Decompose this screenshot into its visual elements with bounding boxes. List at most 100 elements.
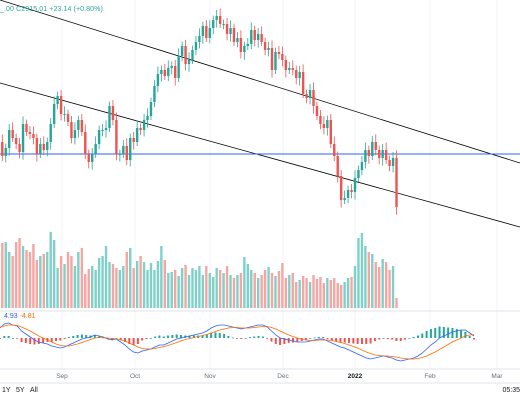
macd-histogram-bar [16, 338, 19, 339]
candle-body [319, 116, 322, 124]
candle-body [312, 90, 315, 106]
macd-histogram-bar [356, 338, 359, 344]
volume-bar [11, 256, 14, 308]
candle-body [295, 70, 298, 78]
volume-bar [156, 261, 160, 308]
volume-bar [115, 268, 118, 308]
x-tick-mar: Mar [491, 373, 503, 380]
candle-body [132, 138, 135, 142]
macd-histogram-bar [270, 338, 273, 342]
candle-body [198, 36, 201, 42]
volume-bar [42, 254, 45, 308]
candle-body [350, 190, 353, 192]
candle-body [343, 198, 346, 200]
macd-histogram-bar [7, 336, 10, 338]
volume-bar [319, 277, 322, 308]
volume-bar [298, 280, 301, 308]
candle-body [173, 66, 177, 78]
volume-bar [111, 264, 115, 308]
signal-value: -4.81 [19, 313, 36, 320]
volume-bar [170, 272, 173, 308]
candle-body [4, 148, 7, 156]
macd-histogram-bar [210, 333, 213, 338]
volume-bar [350, 277, 353, 308]
candle-body [18, 144, 21, 152]
volume-bar [388, 270, 391, 308]
candle-body [322, 124, 326, 128]
volume-bar [301, 276, 305, 308]
volume-bar [357, 238, 360, 308]
volume-bar [94, 270, 97, 308]
volume-bar [59, 256, 63, 308]
macd-histogram-bar [80, 334, 83, 338]
volume-bar [381, 259, 384, 308]
x-tick-nov: Nov [204, 373, 216, 380]
candle-body [42, 144, 45, 150]
volume-bar [308, 282, 312, 308]
macd-histogram-bar [63, 338, 66, 339]
candle-body [46, 142, 49, 150]
macd-histogram-bar [352, 338, 355, 344]
candle-body [243, 46, 246, 52]
macd-histogram-bar [412, 337, 415, 338]
signal-line [0, 324, 475, 360]
candle-body [367, 150, 371, 156]
volume-bar [295, 282, 298, 308]
volume-bar [198, 266, 201, 308]
volume-bar [225, 266, 229, 308]
macd-histogram-bar [154, 336, 157, 338]
volume-bar [87, 269, 90, 308]
candle-body [80, 120, 84, 132]
volume-bar [256, 278, 260, 308]
candle-body [346, 190, 350, 198]
macd-histogram-bar [322, 337, 325, 338]
volume-bar [56, 268, 59, 308]
candle-body [73, 130, 77, 138]
macd-histogram-bar [253, 336, 256, 338]
macd-histogram-bar [309, 338, 312, 339]
candle-body [229, 28, 232, 34]
volume-bar [395, 298, 398, 308]
volume-bar [371, 254, 374, 308]
volume-bar [73, 266, 77, 308]
macd-histogram-bar [76, 335, 79, 338]
volume-bar [208, 273, 211, 308]
candle-body [222, 24, 225, 25]
candle-body [153, 86, 156, 102]
candle-body [115, 120, 118, 154]
candle-body [353, 178, 357, 192]
volume-bar [263, 270, 267, 308]
candle-body [160, 70, 163, 74]
macd-histogram-bar [218, 333, 221, 338]
candle-body [191, 50, 194, 60]
volume-bar [184, 265, 187, 308]
volume-bar [173, 270, 177, 308]
volume-bar [97, 258, 101, 308]
candle-body [177, 56, 180, 78]
candle-body [277, 52, 281, 54]
candle-body [104, 128, 108, 130]
candle-body [118, 154, 122, 155]
volume-bar [222, 273, 225, 308]
candle-body [256, 34, 260, 40]
range-all-button[interactable]: All [30, 387, 38, 394]
macd-histogram-bar [313, 337, 316, 339]
candle-body [32, 134, 35, 138]
macd-histogram-bar [416, 335, 419, 338]
range-1y-button[interactable]: 1Y [2, 387, 11, 394]
candle-body [167, 68, 170, 76]
macd-histogram-bar [175, 334, 178, 338]
volume-bar [281, 263, 284, 308]
volume-bar [8, 252, 11, 308]
range-5y-button[interactable]: 5Y [16, 387, 25, 394]
candle-body [384, 150, 388, 160]
macd-histogram-bar [287, 338, 290, 343]
volume-bar [32, 244, 35, 308]
macd-histogram-bar [429, 329, 432, 338]
range-toolbar: 1Y 5Y All 05:35 [0, 383, 520, 400]
volume-bar [52, 240, 56, 308]
macd-histogram-bar [50, 338, 53, 342]
macd-histogram-bar [386, 338, 389, 339]
